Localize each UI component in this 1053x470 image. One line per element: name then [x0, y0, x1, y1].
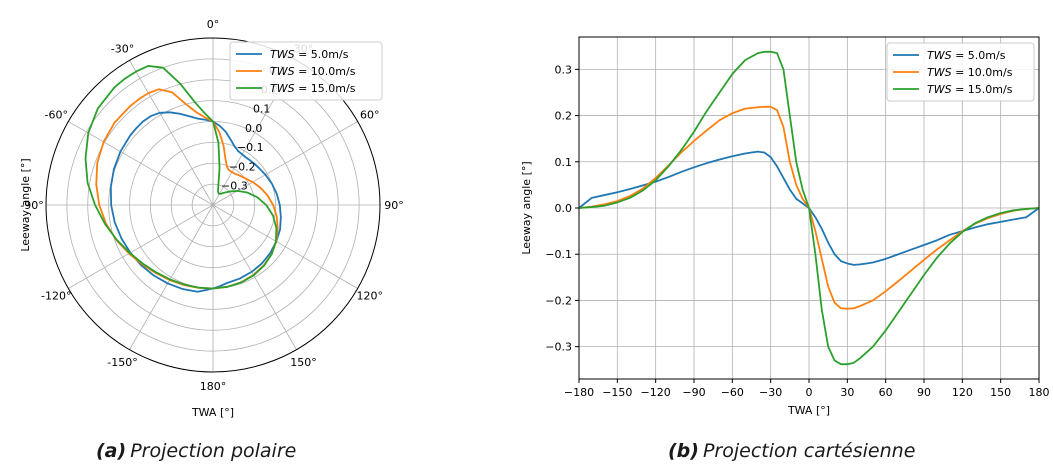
polar-angle-tick-label: 180°: [200, 380, 227, 393]
caption-a: (a) Projection polaire: [96, 440, 296, 462]
polar-radial-tick-label: −0.3: [221, 180, 248, 193]
polar-angle-gridline: [212, 204, 297, 350]
polar-legend-entry: TWS = 15.0m/s: [270, 82, 356, 95]
polar-radial-tick-label: −0.1: [237, 141, 264, 154]
cartesian-y-tick-label: −0.3: [545, 341, 572, 354]
cartesian-x-axis-label: TWA [°]: [787, 404, 830, 417]
cartesian-x-tick-label: −30: [759, 386, 782, 399]
caption-b-text: Projection cartésienne: [702, 440, 916, 462]
cartesian-y-tick-label: 0.3: [555, 63, 573, 76]
polar-radial-tick-label: −0.2: [229, 160, 256, 173]
cartesian-x-tick-label: −60: [721, 386, 744, 399]
polar-legend-variable: TWS: [270, 48, 295, 61]
caption-a-text: Projection polaire: [130, 440, 297, 462]
cartesian-y-tick-label: −0.1: [545, 248, 572, 261]
cartesian-legend-variable: TWS: [927, 66, 952, 79]
polar-series-line: [84, 65, 278, 290]
polar-angle-gridline: [68, 121, 214, 206]
caption-b: (b) Projection cartésienne: [668, 440, 915, 462]
polar-chart: 0°30°60°90°120°150°180°-150°-120°-90°-60…: [19, 18, 404, 419]
cartesian-x-tick-label: 180: [1029, 386, 1050, 399]
polar-legend-value: = 5.0m/s: [295, 48, 349, 61]
cartesian-legend-value: = 5.0m/s: [952, 49, 1006, 62]
cartesian-x-tick-label: −120: [641, 386, 671, 399]
cartesian-x-tick-label: 150: [990, 386, 1011, 399]
caption-a-letter: (a): [96, 440, 127, 462]
polar-angle-tick-label: -30°: [111, 42, 134, 55]
polar-angle-gridline: [129, 204, 214, 350]
polar-legend-entry: TWS = 5.0m/s: [270, 48, 349, 61]
polar-y-axis-label: Leeway angle [°]: [19, 158, 32, 251]
cartesian-legend-entry: TWS = 5.0m/s: [927, 49, 1006, 62]
cartesian-x-tick-label: 0: [806, 386, 813, 399]
polar-angle-tick-label: -120°: [41, 290, 71, 303]
cartesian-y-tick-label: 0.1: [555, 156, 573, 169]
polar-legend-entry: TWS = 10.0m/s: [270, 65, 356, 78]
polar-angle-gridline: [68, 204, 214, 289]
cartesian-legend-value: = 15.0m/s: [952, 83, 1013, 96]
cartesian-chart: −180 −150 −120 −90 −60 −30 0 30 60 90 120 150 180 −0.…: [520, 36, 1050, 417]
cartesian-x-tick-label: 90: [917, 386, 931, 399]
cartesian-legend-entry: TWS = 10.0m/s: [927, 66, 1013, 79]
polar-angle-tick-label: 150°: [290, 356, 317, 369]
polar-angle-tick-label: 60°: [360, 109, 380, 122]
polar-legend-value: = 15.0m/s: [295, 82, 356, 95]
polar-angle-tick-label: 120°: [357, 290, 384, 303]
polar-frame: [45, 37, 381, 373]
polar-series-line: [109, 111, 282, 293]
polar-radial-tick-label: 0.1: [253, 103, 271, 116]
polar-legend-box: [229, 41, 383, 101]
polar-angle-tick-label: -150°: [107, 356, 137, 369]
cartesian-series-lines: [578, 50, 1040, 366]
polar-radial-tick-label: 0.0: [245, 122, 263, 135]
polar-angle-tick-label: 90°: [384, 199, 404, 212]
cartesian-series-line: [578, 50, 1040, 366]
caption-b-letter: (b): [668, 440, 699, 462]
cartesian-legend-value: = 10.0m/s: [952, 66, 1013, 79]
cartesian-x-tick-label: −150: [602, 386, 632, 399]
cartesian-x-tick-label: 30: [840, 386, 854, 399]
cartesian-series-line: [578, 150, 1040, 266]
cartesian-legend-box: [886, 42, 1035, 102]
polar-angle-gridline: [129, 60, 214, 206]
cartesian-legend-variable: TWS: [927, 49, 952, 62]
cartesian-x-tick-label: −90: [682, 386, 705, 399]
cartesian-legend-variable: TWS: [927, 83, 952, 96]
polar-legend-variable: TWS: [270, 65, 295, 78]
cartesian-y-tick-label: −0.2: [545, 294, 572, 307]
polar-angle-tick-label: 0°: [207, 18, 220, 31]
cartesian-x-tick-label: 120: [952, 386, 973, 399]
cartesian-legend-entry: TWS = 15.0m/s: [927, 83, 1013, 96]
polar-legend-value: = 10.0m/s: [295, 65, 356, 78]
polar-angle-tick-label: -60°: [45, 109, 68, 122]
polar-legend-variable: TWS: [270, 82, 295, 95]
cartesian-x-tick-label: 60: [879, 386, 893, 399]
polar-angle-gridline: [212, 204, 358, 289]
polar-x-axis-label: TWA [°]: [191, 406, 234, 419]
cartesian-tick-labels: −180 −150 −120 −90 −60 −30 0 30 60 90 120 150 180 −0.…: [545, 63, 1049, 399]
cartesian-x-tick-label: −180: [564, 386, 594, 399]
cartesian-y-tick-label: 0.2: [555, 110, 573, 123]
polar-series-lines: [84, 65, 282, 293]
cartesian-y-axis-label: Leeway angle [°]: [520, 161, 533, 254]
cartesian-y-tick-label: 0.0: [555, 202, 573, 215]
polar-angle-tick-label: -90°: [20, 199, 43, 212]
